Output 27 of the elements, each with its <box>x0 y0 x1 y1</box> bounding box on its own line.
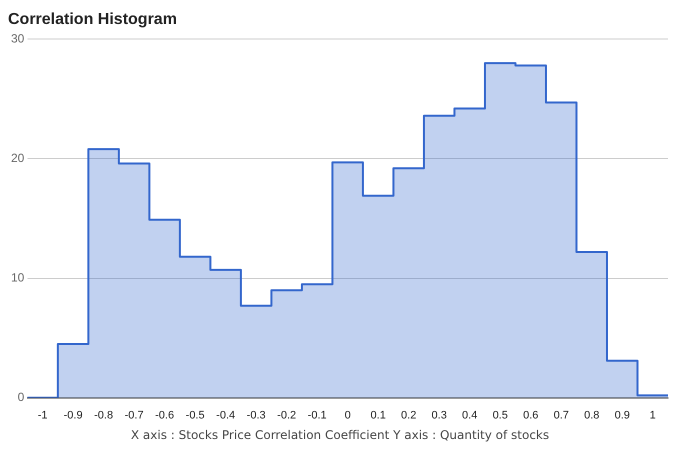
text: X axis : Stocks Price Correlation Coefficient Y axis : Quantity of stocks <box>130 428 550 442</box>
x-tick-label: 0.8 <box>584 409 600 422</box>
x-tick-label: -0.7 <box>124 409 144 422</box>
x-tick-label: -0.2 <box>277 409 296 422</box>
x-tick-label: 1 <box>650 409 656 422</box>
y-tick-label: 0 <box>18 390 25 404</box>
chart-title: Correlation Histogram <box>8 11 177 28</box>
x-tick-label: -0.9 <box>64 409 83 422</box>
x-tick-label: -0.3 <box>246 409 266 422</box>
y-tick-label: 10 <box>10 270 25 285</box>
x-tick-label: -0.5 <box>186 409 205 422</box>
x-tick-label: 0.7 <box>554 409 569 422</box>
x-tick-label: 0.3 <box>432 409 447 422</box>
x-tick-label: 0.5 <box>492 409 508 422</box>
x-tick-label: -0.1 <box>308 409 327 422</box>
y-tick-label: 20 <box>10 151 25 166</box>
x-tick-label: -0.8 <box>94 409 114 422</box>
y-tick-label: 30 <box>10 32 25 46</box>
x-tick-label: -1 <box>38 409 48 422</box>
x-tick-label: 0.9 <box>614 409 630 422</box>
x-tick-label: -0.4 <box>216 409 236 422</box>
x-tick-label: -0.6 <box>155 409 174 422</box>
x-tick-label: 0.2 <box>401 409 416 422</box>
x-tick-label: 0.4 <box>462 409 478 422</box>
x-tick-label: 0.6 <box>523 409 538 422</box>
x-tick-label: 0 <box>344 409 351 422</box>
x-tick-label: 0.1 <box>370 409 386 422</box>
